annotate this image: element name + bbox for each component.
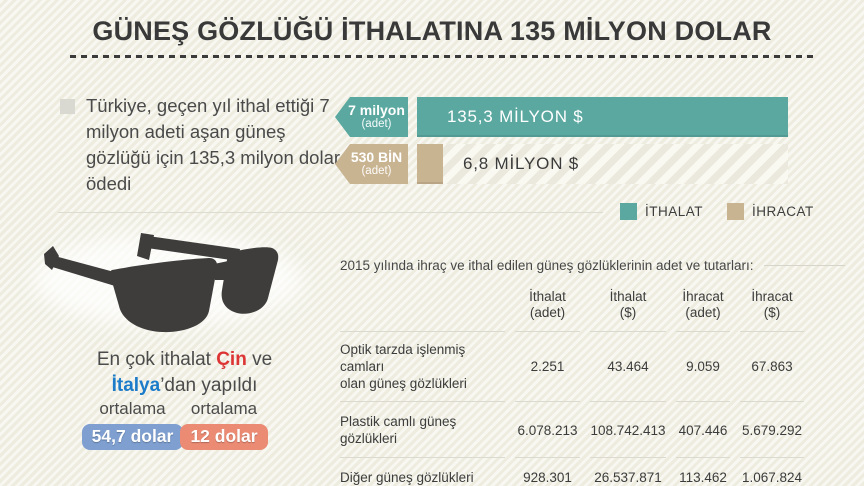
cell-optik-import-qty: 2.251 [515, 331, 580, 401]
col-header-line: İhracat [682, 289, 724, 304]
import-color-swatch [620, 203, 637, 220]
import-export-bar-chart: 7 milyon (adet) 135,3 MİLYON $ 530 BİN (… [335, 97, 788, 191]
summary-table: 2015 yılında ihraç ve ithal edilen güneş… [340, 258, 845, 486]
export-bar-track: 6,8 MİLYON $ [417, 144, 788, 184]
import-quantity-unit: (adet) [361, 118, 392, 130]
export-bar-fill [417, 144, 443, 184]
caption-rule [763, 265, 845, 266]
origin-text: En çok ithalat [96, 349, 217, 370]
export-quantity-tag: 530 BİN (adet) [335, 144, 408, 184]
col-header-import-qty: İthalat (adet) [515, 283, 580, 331]
row-label-line: Diğer güneş gözlükleri [340, 470, 474, 485]
page-title: GÜNEŞ GÖZLÜĞÜ İTHALATINA 135 MİLYON DOLA… [92, 16, 772, 46]
col-header-export-usd: İhracat ($) [740, 283, 804, 331]
col-header-line: İthalat [609, 289, 647, 304]
bar-row-export: 530 BİN (adet) 6,8 MİLYON $ [335, 144, 788, 184]
intro-text: Türkiye, geçen yıl ithal ettiği 7 milyon… [86, 95, 341, 194]
col-header-line: İthalat [529, 289, 566, 304]
row-label-line: Optik tarzda işlenmiş camları [340, 342, 466, 374]
cell-optik-export-usd: 67.863 [740, 331, 804, 401]
col-header-line: (adet) [685, 305, 721, 320]
average-label: ortalama [190, 399, 258, 418]
export-quantity-label: 530 BİN [350, 149, 403, 165]
cell-diger-export-usd: 1.067.824 [740, 457, 804, 486]
intro-bullet-square [60, 99, 75, 114]
country-china: Çin [216, 349, 247, 370]
cell-optik-import-usd: 43.464 [590, 331, 666, 401]
import-quantity-label: 7 milyon [348, 102, 405, 118]
origin-line-2: İtalya’dan yapıldı [62, 373, 307, 399]
table-grid: İthalat (adet) İthalat ($) İhracat (adet) İ… [340, 283, 804, 486]
import-bar-track: 135,3 MİLYON $ [417, 97, 788, 137]
chart-legend: İTHALAT İHRACAT [620, 203, 814, 220]
origin-statement: En çok ithalat Çin ve İtalya’dan yapıldı [62, 347, 307, 399]
export-color-swatch [727, 203, 745, 220]
cell-diger-export-qty: 113.462 [676, 457, 730, 486]
col-header-line: ($) [763, 305, 781, 320]
col-header-line: İhracat [751, 289, 793, 304]
table-caption-row: 2015 yılında ihraç ve ithal edilen güneş… [340, 258, 845, 273]
row-label-line: Plastik camlı güneş gözlükleri [340, 414, 457, 446]
cell-optik-export-qty: 9.059 [676, 331, 730, 401]
row-label-line: olan güneş gözlükleri [340, 376, 467, 391]
row-label-plastik: Plastik camlı güneş gözlükleri [340, 401, 505, 457]
section-divider [58, 212, 603, 213]
origin-text: ve [246, 349, 273, 370]
legend-label-import: İTHALAT [645, 204, 704, 219]
import-bar-value: 135,3 MİLYON $ [447, 107, 584, 126]
bar-row-import: 7 milyon (adet) 135,3 MİLYON $ [335, 97, 788, 137]
col-header-line: ($) [619, 305, 637, 320]
legend-item-export: İHRACAT [727, 203, 814, 220]
average-export-price: ortalama 12 dolar [180, 399, 268, 450]
origin-text: ’dan yapıldı [160, 375, 258, 396]
cell-diger-import-usd: 26.537.871 [590, 457, 666, 486]
row-label-optik: Optik tarzda işlenmiş camları olan güneş … [340, 331, 505, 401]
header-spacer [340, 283, 505, 331]
cell-plastik-export-usd: 5.679.292 [740, 401, 804, 457]
average-export-badge: 12 dolar [180, 424, 268, 450]
title-dashed-rule [70, 55, 818, 58]
country-italy: İtalya [111, 375, 161, 396]
table-caption: 2015 yılında ihraç ve ithal edilen güneş… [340, 258, 754, 273]
cell-plastik-export-qty: 407.446 [676, 401, 730, 457]
cell-plastik-import-usd: 108.742.413 [590, 401, 666, 457]
col-header-import-usd: İthalat ($) [590, 283, 666, 331]
row-label-diger: Diğer güneş gözlükleri [340, 457, 505, 486]
sunglasses-icon [33, 233, 303, 333]
average-import-price: ortalama 54,7 dolar [81, 399, 184, 450]
average-import-badge: 54,7 dolar [81, 424, 184, 450]
import-bar-fill [417, 97, 788, 137]
cell-plastik-import-qty: 6.078.213 [515, 401, 580, 457]
col-header-export-qty: İhracat (adet) [676, 283, 730, 331]
cell-diger-import-qty: 928.301 [515, 457, 580, 486]
legend-item-import: İTHALAT [620, 203, 703, 220]
col-header-line: (adet) [529, 305, 566, 320]
export-bar-value: 6,8 MİLYON $ [463, 154, 580, 173]
export-quantity-unit: (adet) [361, 165, 392, 177]
average-label: ortalama [99, 399, 166, 418]
import-quantity-tag: 7 milyon (adet) [335, 97, 408, 137]
origin-line-1: En çok ithalat Çin ve [62, 347, 307, 373]
legend-label-export: İHRACAT [752, 204, 814, 219]
